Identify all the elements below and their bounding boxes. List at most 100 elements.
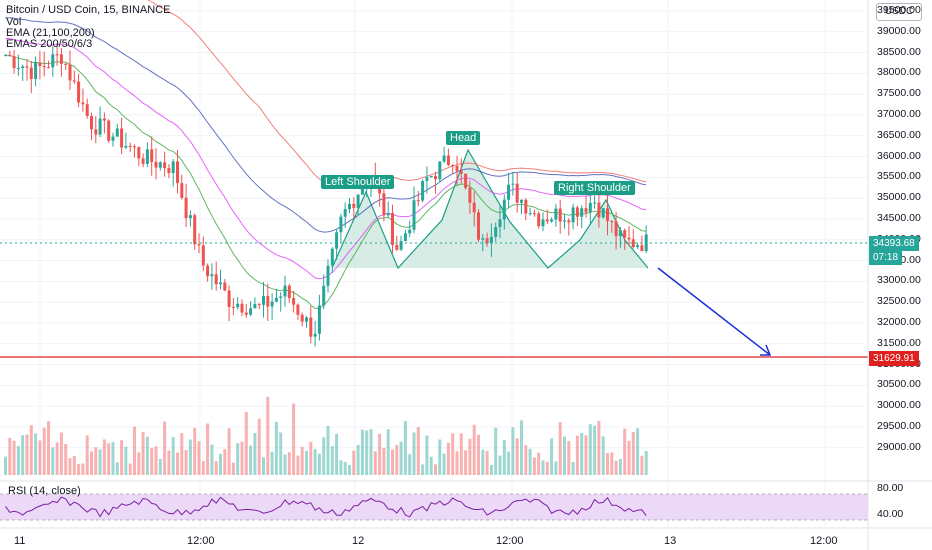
volume-bar (326, 426, 330, 475)
candle-body (12, 56, 16, 69)
volume-bar (485, 450, 489, 475)
forecast-arrow[interactable] (657, 267, 771, 356)
candle-body (180, 183, 184, 198)
candle-body (309, 317, 313, 337)
volume-bar (210, 444, 214, 475)
candle-body (459, 171, 463, 174)
price-tick: 32500.00 (877, 295, 921, 308)
volume-bar (111, 442, 115, 475)
volume-bar (231, 462, 235, 475)
volume-bar (55, 442, 59, 475)
volume-bar (575, 435, 579, 475)
volume-bar (395, 444, 399, 475)
candle-body (408, 229, 412, 234)
candle-body (42, 65, 46, 68)
volume-bar (184, 449, 188, 475)
left-shoulder-label: Left Shoulder (321, 175, 395, 189)
candle-body (352, 203, 356, 208)
candle-body (558, 208, 562, 222)
candle-body (554, 208, 558, 220)
price-tick: 37500.00 (877, 87, 921, 100)
volume-bar (287, 452, 291, 475)
volume-bar (300, 446, 304, 475)
volume-bar (644, 451, 648, 475)
candle-body (94, 129, 98, 135)
candle-body (494, 227, 498, 237)
volume-bar (201, 461, 205, 475)
candle-body (128, 145, 132, 147)
volume-bar (68, 458, 72, 475)
price-tick: 39500.00 (877, 4, 921, 16)
price-tick: 33000.00 (877, 274, 921, 287)
volume-bar (279, 432, 283, 475)
price-tick: 38500.00 (877, 45, 921, 58)
volume-bar (464, 450, 468, 475)
candle-body (631, 239, 635, 248)
volume-bar (489, 464, 493, 475)
candle-body (623, 230, 627, 238)
candle-body (434, 175, 437, 180)
symbol-title: Bitcoin / USD Coin, 15, BINANCE (6, 4, 171, 16)
price-tick: 36000.00 (877, 149, 921, 162)
candle-body (550, 219, 554, 222)
volume-bar (412, 432, 416, 475)
candle-body (137, 147, 141, 159)
volume-bar (524, 445, 528, 475)
volume-bar (403, 420, 407, 475)
candle-body (47, 67, 50, 69)
candle-body (322, 285, 326, 306)
rsi-label: RSI (14, close) (8, 485, 81, 497)
candle-body (171, 161, 175, 174)
volume-bar (532, 457, 536, 475)
price-tick: 29000.00 (877, 440, 921, 453)
candle-body (158, 162, 162, 168)
volume-bar (296, 455, 300, 475)
candle-body (485, 238, 489, 244)
volume-bar (197, 441, 201, 475)
candle-body (133, 146, 136, 148)
candle-body (279, 296, 283, 298)
volume-bar (507, 451, 511, 475)
volume-bar (558, 422, 562, 475)
volume-bar (262, 457, 265, 475)
candle-body (636, 245, 640, 248)
x-tick-13: 13 (664, 535, 677, 547)
volume-bar (98, 449, 102, 475)
candle-body (511, 183, 515, 185)
volume-bar (47, 421, 50, 475)
candle-body (188, 215, 192, 219)
candle-body (580, 208, 584, 217)
volume-bar (545, 461, 549, 475)
candle-body (537, 213, 541, 227)
volume-bar (451, 433, 455, 475)
currency-button[interactable]: USDC (876, 3, 922, 21)
candle-body (593, 202, 597, 204)
candle-body (571, 207, 575, 223)
volume-bar (416, 427, 420, 475)
candle-body (81, 102, 85, 105)
candle-body (416, 200, 420, 202)
volume-bar (51, 447, 55, 475)
volume-bar (511, 427, 515, 475)
candle-body (335, 232, 339, 249)
volume-bar (29, 425, 33, 475)
volume-bar (391, 449, 394, 475)
ema-50-line (5, 38, 647, 280)
x-tick-noon-13: 12:00 (810, 535, 838, 547)
candle-body (395, 244, 399, 250)
volume-bar (554, 461, 558, 475)
volume-bar (270, 451, 274, 475)
volume-bar (498, 455, 502, 475)
volume-bar (137, 452, 141, 475)
volume-bar (442, 453, 446, 475)
price-tick: 39000.00 (877, 24, 921, 37)
candle-body (296, 304, 300, 315)
price-tick: 34500.00 (877, 212, 921, 224)
candle-body (201, 245, 205, 266)
volume-bar (81, 463, 85, 475)
candle-body (391, 213, 394, 245)
candle-body (446, 155, 450, 165)
volume-bar (494, 427, 498, 475)
candle-body (141, 158, 145, 164)
